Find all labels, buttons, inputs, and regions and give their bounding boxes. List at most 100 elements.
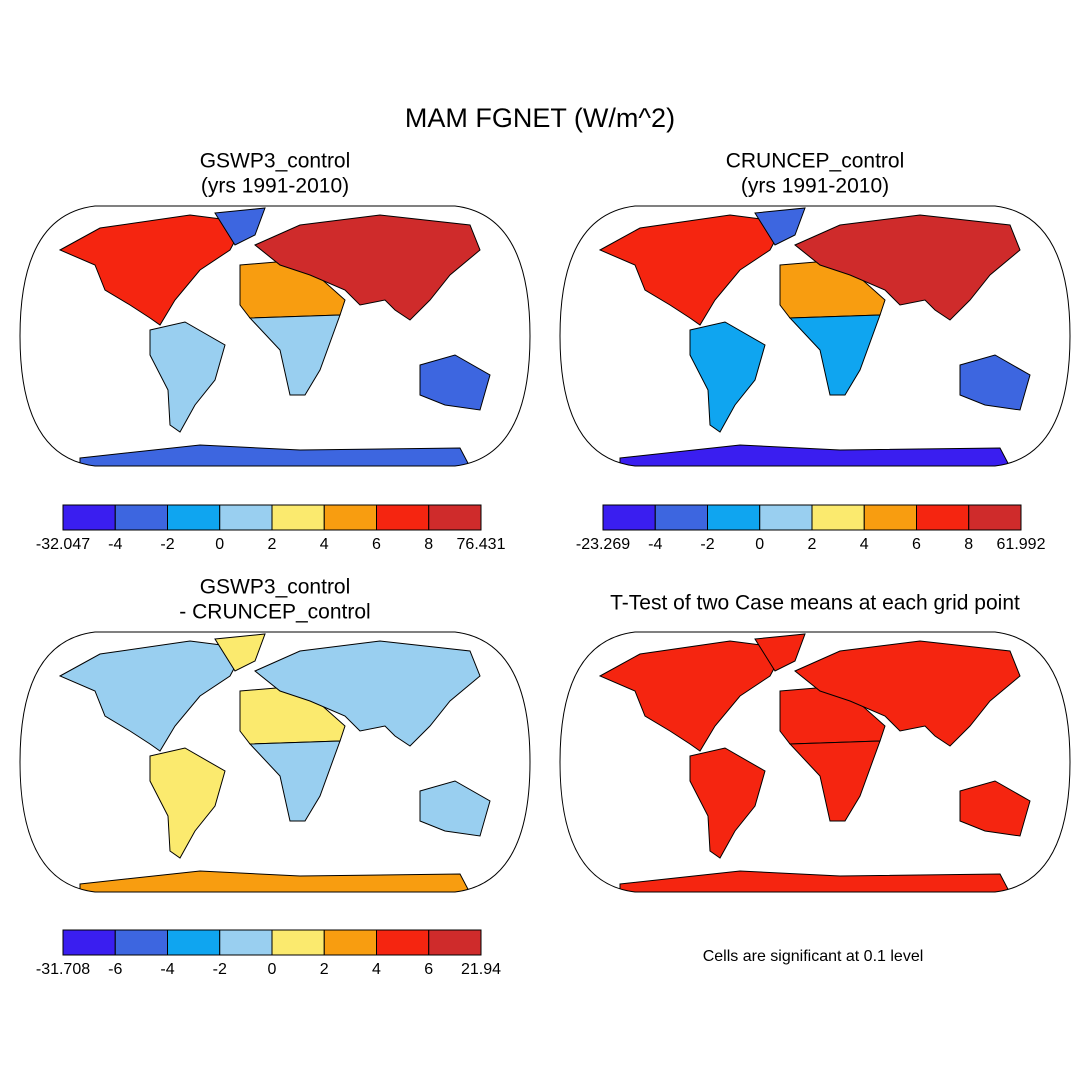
colorbar-label: -6: [108, 961, 122, 978]
colorbar-box: [219, 929, 273, 956]
colorbar-box: [62, 504, 116, 531]
land: [214, 207, 266, 246]
land: [254, 640, 481, 747]
colorbar-label: -2: [700, 536, 714, 553]
colorbar-box: [114, 504, 168, 531]
land: [248, 314, 341, 396]
colorbar-box: [323, 504, 377, 531]
colorbar-label: 6: [372, 536, 381, 553]
land: [214, 633, 266, 672]
map-panel: [19, 631, 531, 893]
land: [794, 214, 1021, 321]
land: [754, 207, 806, 246]
land: [79, 444, 471, 466]
panel-title: - CRUNCEP_control: [179, 601, 370, 624]
land: [598, 640, 786, 752]
colorbar-label: -23.269: [576, 536, 630, 553]
colorbar-label: 2: [808, 536, 817, 553]
colorbar-label: 0: [215, 536, 224, 553]
land: [58, 640, 246, 752]
colorbar-label: 4: [860, 536, 869, 553]
colorbar-box: [271, 929, 325, 956]
colorbar-box: [62, 929, 116, 956]
colorbar-label: -31.708: [36, 961, 90, 978]
land: [754, 633, 806, 672]
colorbar-box: [707, 504, 761, 531]
land: [79, 870, 471, 892]
land: [689, 321, 766, 433]
land: [788, 740, 881, 822]
land: [598, 214, 786, 326]
colorbar-box: [114, 929, 168, 956]
colorbar-label: 8: [964, 536, 973, 553]
land: [959, 354, 1031, 411]
land: [619, 870, 1011, 892]
panel-title: GSWP3_control: [200, 576, 351, 599]
map-panel: [19, 205, 531, 467]
land: [794, 640, 1021, 747]
colorbar-box: [863, 504, 917, 531]
land: [419, 354, 491, 411]
panel-title: GSWP3_control: [200, 150, 351, 173]
land: [619, 444, 1011, 466]
map: [58, 633, 491, 892]
colorbar-label: 2: [268, 536, 277, 553]
colorbar-label: -4: [108, 536, 122, 553]
map: [598, 633, 1031, 892]
map: [58, 207, 491, 466]
land: [419, 780, 491, 837]
colorbar-box: [376, 929, 430, 956]
colorbar-box: [602, 504, 656, 531]
colorbar-label: -4: [160, 961, 174, 978]
colorbar-label: -2: [213, 961, 227, 978]
panel-title: (yrs 1991-2010): [201, 175, 349, 198]
colorbar-label: 4: [320, 536, 329, 553]
colorbar-label: 2: [320, 961, 329, 978]
map-panel: [559, 205, 1071, 467]
panel-title: T-Test of two Case means at each grid po…: [610, 592, 1020, 615]
land: [149, 747, 226, 859]
map-panel: [559, 631, 1071, 893]
land: [248, 740, 341, 822]
colorbar-box: [428, 504, 482, 531]
colorbar-box: [323, 929, 377, 956]
map-border: [559, 205, 1071, 467]
map-border: [19, 205, 531, 467]
land: [254, 214, 481, 321]
land: [788, 314, 881, 396]
note: Cells are significant at 0.1 level: [703, 948, 924, 965]
map-border: [19, 631, 531, 893]
colorbar-box: [167, 504, 221, 531]
colorbar-label: 76.431: [457, 536, 506, 553]
colorbar-box: [219, 504, 273, 531]
colorbar-label: 0: [268, 961, 277, 978]
land: [689, 747, 766, 859]
colorbar-box: [428, 929, 482, 956]
colorbar-box: [271, 504, 325, 531]
colorbar-box: [654, 504, 708, 531]
map-border: [559, 631, 1071, 893]
colorbar-label: -2: [160, 536, 174, 553]
colorbar-label: 6: [424, 961, 433, 978]
panel-title: CRUNCEP_control: [726, 150, 905, 173]
colorbar-label: 6: [912, 536, 921, 553]
colorbar-box: [376, 504, 430, 531]
colorbar-label: -32.047: [36, 536, 90, 553]
figure-title: MAM FGNET (W/m^2): [405, 103, 675, 133]
colorbar-box: [916, 504, 970, 531]
land: [149, 321, 226, 433]
colorbar-label: 0: [755, 536, 764, 553]
land: [58, 214, 246, 326]
colorbar-label: 4: [372, 961, 381, 978]
colorbar-label: 61.992: [997, 536, 1046, 553]
colorbar-label: 21.94: [461, 961, 501, 978]
land: [959, 780, 1031, 837]
colorbar-box: [968, 504, 1022, 531]
panel-title: (yrs 1991-2010): [741, 175, 889, 198]
map: [598, 207, 1031, 466]
colorbar-label: -4: [648, 536, 662, 553]
colorbar-box: [167, 929, 221, 956]
colorbar-label: 8: [424, 536, 433, 553]
